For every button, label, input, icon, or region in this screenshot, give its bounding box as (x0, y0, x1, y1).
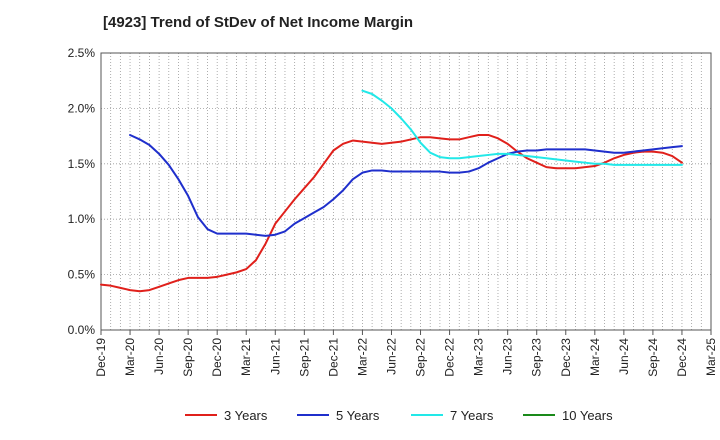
legend-label: 7 Years (450, 408, 494, 423)
x-tick-label: Dec-22 (443, 338, 457, 377)
x-tick-label: Mar-25 (704, 338, 718, 376)
x-tick-label: Dec-20 (210, 338, 224, 377)
x-tick-label: Mar-24 (588, 338, 602, 376)
grid-lines (101, 52, 711, 330)
x-tick-label: Dec-19 (94, 338, 108, 377)
series-line-5-years (129, 133, 683, 237)
x-tick-label: Jun-24 (617, 338, 631, 375)
series-line-7-years (361, 89, 683, 166)
series-lines (100, 89, 683, 293)
legend-label: 5 Years (336, 408, 380, 423)
axes: 0.0% 0.5% 1.0% 1.5% 2.0% 2.5% Dec-19 Mar-20 Jun-… (68, 46, 718, 377)
legend-label: 10 Years (562, 408, 613, 423)
x-tick-label: Sep-21 (297, 338, 311, 377)
x-tick-label: Mar-20 (123, 338, 137, 376)
x-tick-label: Mar-23 (472, 338, 486, 376)
y-tick-label: 1.5% (68, 157, 96, 171)
x-tick-label: Jun-21 (268, 338, 282, 375)
series-line-3-years (100, 133, 683, 293)
x-tick-label: Dec-24 (675, 338, 689, 377)
x-tick-label: Sep-20 (181, 338, 195, 377)
y-tick-label: 2.5% (68, 46, 96, 60)
y-tick-label: 1.0% (68, 212, 96, 226)
plot-frame (100, 52, 712, 331)
y-tick-label: 2.0% (68, 101, 96, 115)
x-tick-label: Mar-21 (239, 338, 253, 376)
y-tick-label: 0.0% (68, 323, 96, 337)
x-tick-label: Sep-22 (414, 338, 428, 377)
x-tick-label: Mar-22 (355, 338, 369, 376)
legend-label: 3 Years (224, 408, 268, 423)
x-tick-label: Sep-24 (646, 338, 660, 377)
x-tick-label: Jun-20 (152, 338, 166, 375)
chart-title: [4923] Trend of StDev of Net Income Marg… (103, 14, 414, 31)
x-tick-label: Jun-23 (501, 338, 515, 375)
x-tick-label: Jun-22 (384, 338, 398, 375)
x-tick-label: Dec-23 (559, 338, 573, 377)
x-tick-label: Dec-21 (326, 338, 340, 377)
legend: 3 Years 5 Years 7 Years 10 Years (185, 408, 613, 423)
x-tick-label: Sep-23 (530, 338, 544, 377)
y-tick-label: 0.5% (68, 268, 96, 282)
